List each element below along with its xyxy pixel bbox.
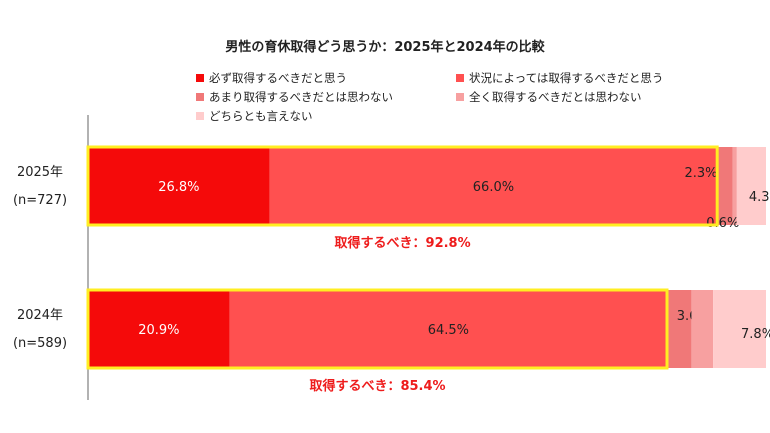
bar-segment — [269, 147, 718, 225]
data-label-small: 0.6% — [706, 216, 739, 231]
legend-item-always: 必ず取得するべきだと思う — [196, 70, 347, 86]
chart-title: 男性の育休取得どう思うか：2025年と2024年の比較 — [225, 40, 545, 55]
legend-label: あまり取得するべきだとは思わない — [209, 90, 393, 104]
data-label-small: 2.3% — [684, 166, 717, 181]
legend-item-not-much: あまり取得するべきだとは思わない — [196, 89, 393, 105]
bar-segment — [88, 290, 230, 368]
bar-segment — [229, 290, 668, 368]
bar-segment — [667, 290, 692, 368]
total-label: 取得するべき：92.8% — [335, 235, 471, 251]
legend-item-neither: どちらとも言えない — [196, 108, 313, 124]
data-label: 66.0% — [473, 180, 514, 195]
highlight-box — [86, 288, 669, 370]
total-label: 取得するべき：85.4% — [309, 378, 445, 394]
data-label-small: 4.3% — [749, 190, 770, 205]
bar-segment — [713, 290, 766, 368]
legend-label: 状況によっては取得するべきだと思う — [469, 71, 664, 85]
legend-item-depends: 状況によっては取得するべきだと思う — [456, 70, 663, 86]
bar-segment — [732, 147, 737, 225]
legend-label: 必ず取得するべきだと思う — [209, 71, 347, 85]
data-label: 20.9% — [138, 323, 179, 338]
data-label: 64.5% — [428, 323, 469, 338]
legend-swatch — [196, 112, 204, 120]
category-n-label: (n=589) — [13, 336, 67, 351]
legend-item-not-at-all: 全く取得するべきだとは思わない — [456, 89, 642, 105]
data-label: 26.8% — [158, 180, 199, 195]
bar-segment — [691, 290, 714, 368]
legend-swatch — [196, 93, 204, 101]
legend-swatch — [196, 74, 204, 82]
category-label: 2024年 — [17, 308, 63, 323]
bar-segment — [717, 147, 733, 225]
category-label: 2025年 — [17, 165, 63, 180]
legend-swatch — [456, 93, 464, 101]
bar-segment — [736, 147, 766, 225]
legend-label: 全く取得するべきだとは思わない — [469, 90, 642, 104]
data-label-small: 7.8% — [741, 327, 770, 342]
category-n-label: (n=727) — [13, 193, 67, 208]
highlight-box — [86, 145, 719, 227]
legend-label: どちらとも言えない — [209, 109, 313, 123]
legend-swatch — [456, 74, 464, 82]
bar-segment — [88, 147, 270, 225]
